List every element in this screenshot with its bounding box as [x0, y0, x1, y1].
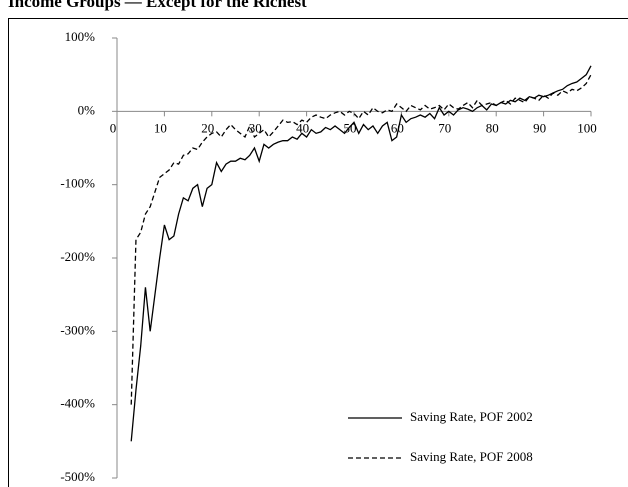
chart-border: [8, 18, 628, 487]
x-tick-label: 20: [201, 120, 214, 135]
x-tick-label: 0: [110, 120, 117, 135]
x-tick-label: 100: [577, 120, 597, 135]
y-tick-label: -100%: [60, 176, 95, 191]
x-tick-label: 40: [296, 120, 309, 135]
chart-title: Income Groups — Except for the Richest: [8, 0, 307, 11]
x-tick-label: 70: [438, 120, 451, 135]
y-tick-label: -200%: [60, 249, 95, 264]
x-tick-label: 80: [486, 120, 499, 135]
x-tick-label: 90: [533, 120, 546, 135]
x-tick-label: 60: [391, 120, 404, 135]
y-tick-label: 0%: [78, 102, 96, 117]
x-tick-label: 10: [154, 120, 167, 135]
y-tick-label: 100%: [65, 29, 96, 44]
legend-label: Saving Rate, POF 2008: [410, 449, 533, 464]
series-line: [130, 65, 592, 442]
y-tick-label: -400%: [60, 396, 95, 411]
y-tick-label: -300%: [60, 322, 95, 337]
series-line: [130, 74, 592, 405]
y-tick-label: -500%: [60, 469, 95, 484]
legend-label: Saving Rate, POF 2002: [410, 409, 533, 424]
